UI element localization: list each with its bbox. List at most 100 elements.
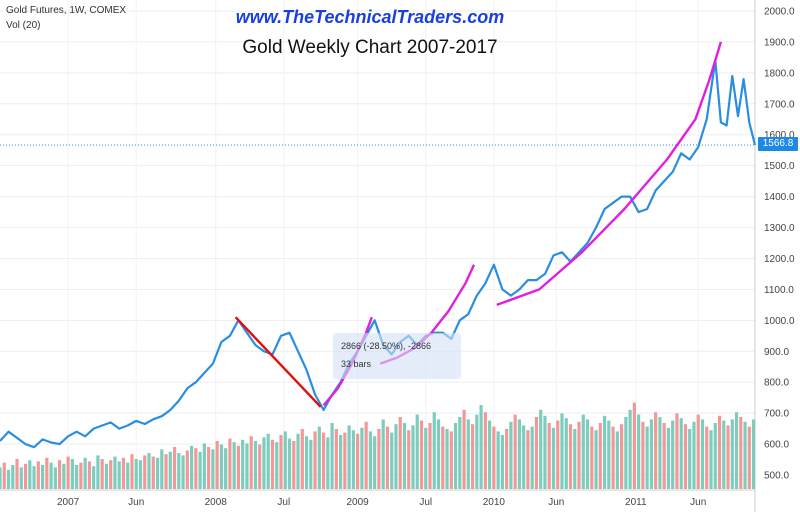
volume-bar — [645, 426, 649, 489]
volume-bar — [32, 466, 36, 489]
volume-bar — [496, 431, 500, 489]
x-tick-label: Jul — [419, 497, 432, 508]
volume-bar — [185, 450, 189, 489]
volume-bar — [253, 441, 258, 489]
y-tick-label: 500.0 — [764, 471, 789, 482]
volume-bar — [513, 414, 517, 489]
x-tick-label: 2007 — [57, 497, 80, 508]
volume-bar — [411, 425, 415, 489]
volume-bar — [28, 460, 32, 489]
volume-bar — [228, 438, 232, 489]
volume-bar — [483, 412, 487, 489]
volume-bar — [143, 455, 147, 489]
volume-bar — [743, 421, 747, 489]
volume-bar — [326, 437, 330, 489]
volume-bar — [377, 429, 381, 489]
y-tick-label: 1200.0 — [764, 254, 795, 265]
volume-bar — [628, 409, 632, 489]
volume-bar — [641, 421, 645, 489]
volume-bar — [279, 435, 283, 489]
volume-bar — [436, 419, 441, 489]
x-tick-label: Jun — [690, 497, 706, 508]
volume-bar — [705, 426, 709, 489]
volume-bar — [428, 423, 432, 489]
volume-bar — [198, 451, 202, 489]
volume-bar — [398, 417, 402, 489]
volume-bar — [194, 448, 198, 489]
trendline-red-decline — [234, 316, 322, 408]
volume-bar — [577, 421, 581, 489]
volume-bar — [539, 409, 543, 489]
volume-bar — [202, 443, 206, 489]
volume-bar — [747, 426, 751, 489]
volume-bar — [373, 436, 377, 489]
grid — [0, 0, 756, 512]
volume-bar — [96, 455, 100, 489]
volume-bar — [517, 419, 522, 489]
volume-bar — [66, 456, 70, 489]
volume-bar — [700, 419, 705, 489]
volume-bar — [245, 443, 249, 489]
volume-bar — [287, 438, 292, 489]
volume-bar — [696, 414, 700, 489]
volume-bar — [207, 447, 211, 489]
volume-bar — [343, 432, 347, 489]
volume-bar — [666, 427, 671, 489]
volume-bar — [492, 426, 496, 489]
volume-bar — [232, 442, 236, 489]
trendlines — [234, 41, 723, 408]
volume-bar — [475, 414, 479, 489]
volume-bar — [560, 413, 564, 489]
volume-bar — [313, 431, 317, 489]
volume-bar — [556, 420, 560, 489]
volume-bar — [296, 433, 300, 489]
y-tick-label: 1400.0 — [764, 192, 795, 203]
volume-bar — [126, 462, 130, 489]
volume-bar — [581, 414, 585, 489]
volume-bar — [292, 441, 296, 489]
volume-bar — [585, 419, 590, 489]
volume-bar — [113, 456, 117, 489]
volume-bar — [79, 462, 83, 489]
volume-bar — [415, 414, 419, 489]
last-price-badge: 1566.8 — [758, 137, 798, 151]
volume-bar — [445, 429, 449, 489]
y-tick-label: 1700.0 — [764, 99, 795, 110]
volume-bar — [53, 467, 57, 489]
volume-bar — [351, 430, 355, 489]
volume-bar — [334, 429, 338, 489]
volume-bar — [117, 461, 121, 489]
volume-bar — [662, 423, 666, 489]
volume-bar — [509, 421, 513, 489]
volume-bar — [100, 459, 104, 489]
volume-bar — [547, 423, 551, 489]
volume-bar — [751, 419, 756, 489]
volume-bar — [505, 429, 509, 489]
volume-bar — [23, 463, 28, 489]
y-tick-label: 1000.0 — [764, 316, 795, 327]
volume-bar — [2, 462, 6, 489]
volume-bar — [671, 420, 675, 489]
volume-bar — [432, 412, 436, 489]
volume-bar — [479, 405, 483, 489]
volume-bar — [607, 420, 611, 489]
volume-bar — [688, 429, 692, 489]
watermark-text: www.TheTechnicalTraders.com — [235, 7, 505, 27]
volume-bar — [49, 462, 53, 489]
trendline-magenta-2010-2011-rally — [496, 41, 723, 307]
volume-bar — [419, 420, 424, 489]
volume-bar — [130, 454, 134, 489]
volume-bar — [0, 467, 2, 489]
volume-bar — [675, 413, 679, 489]
volume-bar — [551, 427, 556, 489]
price-line — [0, 59, 757, 449]
volume-bar — [543, 415, 547, 489]
volume-bar — [658, 417, 662, 489]
volume-bar — [470, 424, 475, 489]
volume-bar — [70, 459, 74, 489]
volume-bar — [58, 460, 62, 489]
volume-bar — [466, 419, 470, 489]
volume-bar — [109, 460, 113, 489]
volume-bar — [590, 426, 594, 489]
